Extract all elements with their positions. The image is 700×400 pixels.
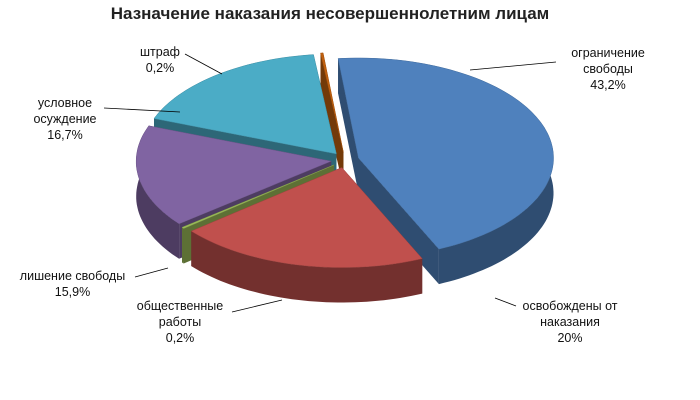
slice-group <box>320 52 344 188</box>
slice <box>190 167 423 268</box>
slice <box>153 54 337 155</box>
leader-line <box>469 61 557 71</box>
leader-line <box>184 53 223 75</box>
category-label: освобождены от наказания <box>522 299 618 329</box>
leader-line <box>494 297 517 307</box>
slice <box>337 57 554 250</box>
category-label: лишение свободы <box>19 269 126 283</box>
value-label: 0,2% <box>145 61 175 75</box>
data-label: штраф 0,2% <box>130 44 190 76</box>
data-label: лишение свободы 15,9% <box>10 268 135 300</box>
category-label: условное осуждение <box>33 96 97 126</box>
category-label: штраф <box>140 45 180 59</box>
value-label: 43,2% <box>590 78 626 92</box>
value-label: 16,7% <box>47 128 83 142</box>
leader-line <box>231 299 283 313</box>
data-label: ограничение свободы 43,2% <box>548 45 668 93</box>
leader-line <box>103 107 181 113</box>
slice-outer-wall <box>182 227 184 264</box>
slice-outer-wall <box>191 231 423 303</box>
data-label: общественные работы 0,2% <box>120 298 240 346</box>
chart-title: Назначение наказания несовершеннолетним … <box>110 4 550 23</box>
value-label: 0,2% <box>165 331 195 345</box>
slice-cut-face <box>358 158 439 285</box>
data-label: освобождены от наказания 20% <box>510 298 630 346</box>
slice-group <box>190 167 423 303</box>
category-label: общественные работы <box>136 299 224 329</box>
slice <box>320 52 344 153</box>
data-label: условное осуждение 16,7% <box>20 95 110 143</box>
leader-line <box>134 267 169 278</box>
slice <box>181 164 335 229</box>
value-label: 20% <box>557 331 583 345</box>
slice-group <box>337 57 554 285</box>
value-label: 15,9% <box>54 285 91 299</box>
category-label: ограничение свободы <box>571 46 645 76</box>
slice <box>135 125 333 225</box>
